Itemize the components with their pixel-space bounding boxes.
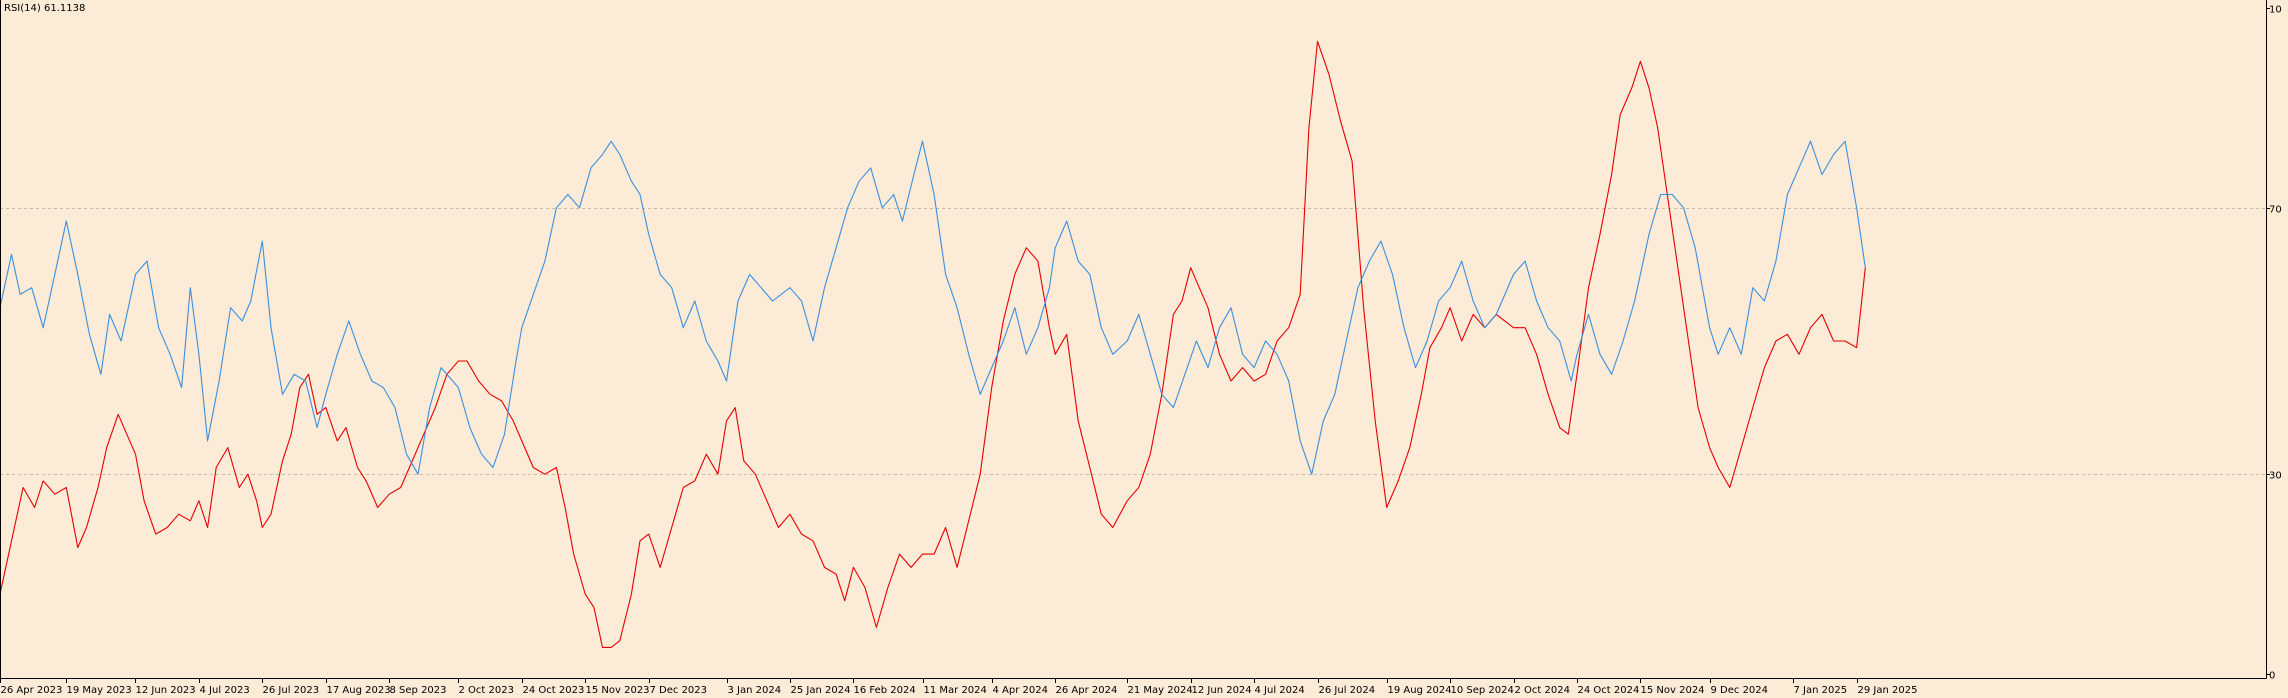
x-tick-label: 26 Apr 2023 [1,685,63,696]
x-tick-label: 26 Jul 2024 [1319,685,1376,696]
x-tick-label: 10 Sep 2024 [1451,685,1514,696]
series-lines [0,40,1866,648]
indicator-label: RSI(14) 61.1138 [4,3,85,14]
y-tick-label: 70 [2269,205,2282,216]
x-tick-label: 9 Dec 2024 [1711,685,1769,696]
x-tick-label: 19 Aug 2024 [1388,685,1452,696]
x-tick-label: 4 Apr 2024 [993,685,1048,696]
x-tick-label: 15 Nov 2024 [1641,685,1705,696]
x-tick-label: 3 Jan 2024 [728,685,782,696]
x-tick-label: 7 Jan 2025 [1794,685,1848,696]
x-tick-label: 8 Sep 2023 [390,685,447,696]
x-tick-label: 25 Jan 2024 [791,685,851,696]
x-tick-label: 15 Nov 2023 [586,685,650,696]
x-tick-label: 7 Dec 2023 [650,685,708,696]
x-tick-label: 2 Oct 2024 [1515,685,1570,696]
series-line-1 [0,40,1866,648]
x-tick-label: 4 Jul 2023 [200,685,250,696]
x-tick-label: 2 Oct 2023 [459,685,514,696]
x-tick-label: 19 May 2023 [67,685,132,696]
y-tick-label: 0 [2269,671,2275,682]
y-axis-ticks: 0 30 70 10 [2266,5,2282,682]
x-tick-label: 26 Jul 2023 [263,685,320,696]
x-tick-label: 29 Jan 2025 [1858,685,1918,696]
plot-background [0,0,2266,678]
x-tick-label: 26 Apr 2024 [1056,685,1118,696]
series-line-2 [0,140,1866,475]
x-tick-label: 12 Jun 2023 [136,685,196,696]
y-tick-label: 30 [2269,471,2282,482]
x-tick-label: 16 Feb 2024 [854,685,916,696]
x-tick-label: 12 Jun 2024 [1192,685,1252,696]
x-tick-label: 4 Jul 2024 [1255,685,1305,696]
x-tick-label: 17 Aug 2023 [327,685,391,696]
x-tick-label: 24 Oct 2024 [1578,685,1640,696]
x-tick-label: 11 Mar 2024 [924,685,987,696]
y-tick-label: 10 [2269,5,2282,16]
x-axis-ticks: 26 Apr 2023 19 May 2023 12 Jun 2023 4 Jul 2… [0,678,1918,696]
x-tick-label: 21 May 2024 [1128,685,1193,696]
x-tick-label: 24 Oct 2023 [523,685,585,696]
